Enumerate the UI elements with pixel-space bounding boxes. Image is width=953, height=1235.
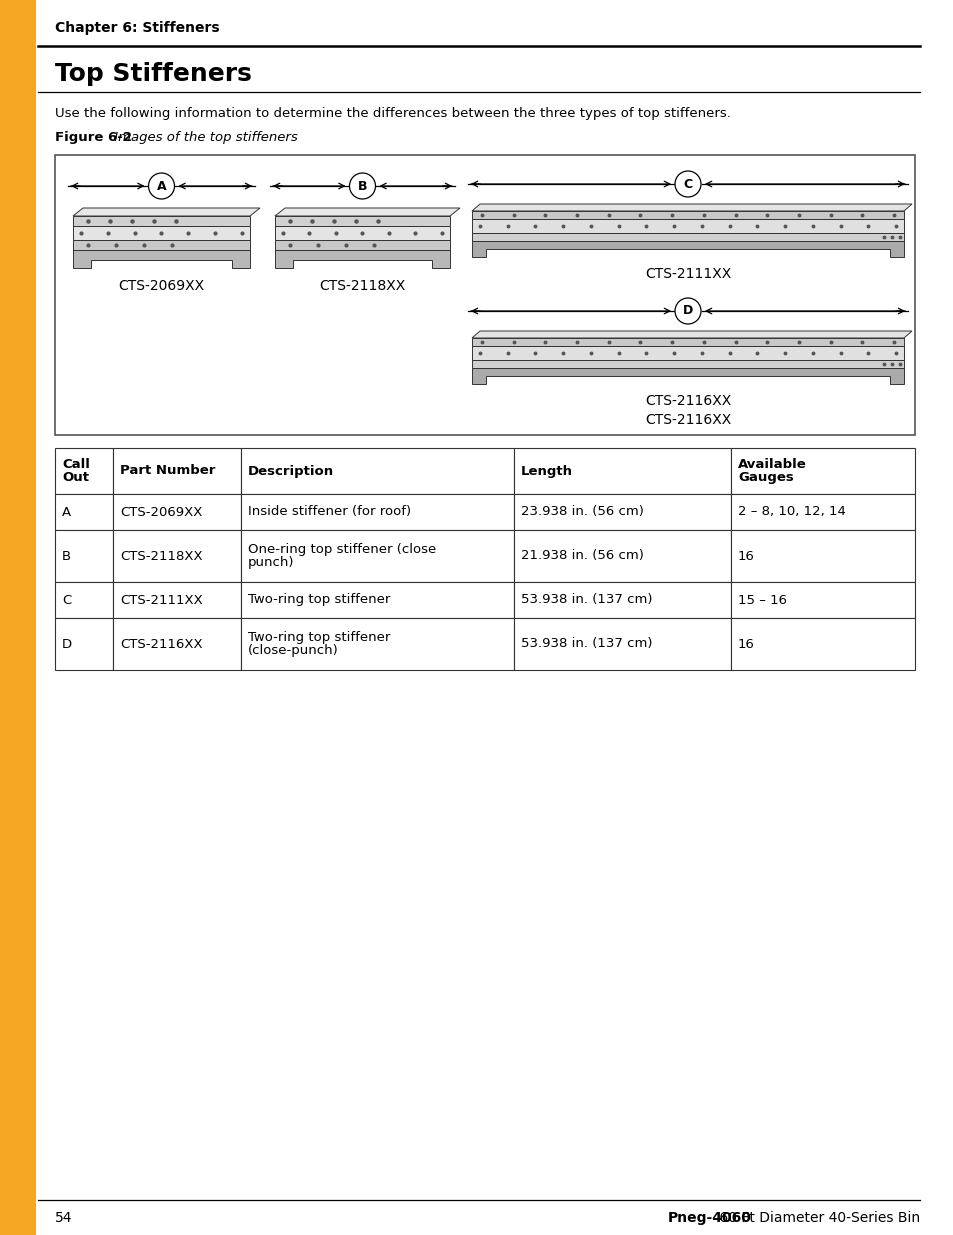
Text: 16: 16 <box>738 637 754 651</box>
Text: 23.938 in. (56 cm): 23.938 in. (56 cm) <box>520 505 643 519</box>
Bar <box>240 448 514 494</box>
Bar <box>472 346 903 359</box>
Bar <box>472 359 903 368</box>
Bar <box>55 582 113 618</box>
Text: Description: Description <box>248 464 334 478</box>
Text: Two-ring top stiffener: Two-ring top stiffener <box>248 631 390 643</box>
Text: Top Stiffeners: Top Stiffeners <box>55 62 252 86</box>
Polygon shape <box>274 207 459 216</box>
Text: Call: Call <box>62 458 90 471</box>
Text: (close-punch): (close-punch) <box>248 645 338 657</box>
Bar <box>472 233 903 241</box>
Text: 16: 16 <box>738 550 754 562</box>
Bar <box>514 494 730 530</box>
Text: 21.938 in. (56 cm): 21.938 in. (56 cm) <box>520 550 643 562</box>
Bar <box>55 448 113 494</box>
Bar <box>113 618 240 671</box>
Bar <box>730 448 914 494</box>
Text: C: C <box>682 178 692 190</box>
Circle shape <box>149 173 174 199</box>
Text: CTS-2116XX: CTS-2116XX <box>644 412 730 427</box>
Polygon shape <box>472 204 911 211</box>
Bar <box>113 448 240 494</box>
Bar <box>274 226 450 240</box>
Bar <box>514 448 730 494</box>
Text: CTS-2116XX: CTS-2116XX <box>120 637 203 651</box>
Polygon shape <box>472 241 903 257</box>
Bar <box>274 216 450 226</box>
Bar <box>113 582 240 618</box>
Bar <box>472 211 903 219</box>
Bar <box>55 156 914 435</box>
Circle shape <box>675 170 700 198</box>
Text: Out: Out <box>62 472 89 484</box>
Text: C: C <box>62 594 71 606</box>
Bar <box>240 530 514 582</box>
Text: 54: 54 <box>55 1212 72 1225</box>
Text: A: A <box>156 179 166 193</box>
Text: Figure 6-2: Figure 6-2 <box>55 131 132 144</box>
Text: Part Number: Part Number <box>120 464 215 478</box>
Text: D: D <box>62 637 72 651</box>
Bar <box>113 530 240 582</box>
Text: Use the following information to determine the differences between the three typ: Use the following information to determi… <box>55 107 730 121</box>
Text: A: A <box>62 505 71 519</box>
Bar <box>240 494 514 530</box>
Bar <box>240 618 514 671</box>
Circle shape <box>675 298 700 324</box>
Text: punch): punch) <box>248 557 294 569</box>
Text: 53.938 in. (137 cm): 53.938 in. (137 cm) <box>520 637 652 651</box>
Text: CTS-2118XX: CTS-2118XX <box>120 550 203 562</box>
Bar <box>73 226 250 240</box>
Text: CTS-2118XX: CTS-2118XX <box>319 279 405 293</box>
Text: D: D <box>682 305 693 317</box>
Text: Images of the top stiffeners: Images of the top stiffeners <box>110 131 297 144</box>
Bar <box>472 219 903 233</box>
Bar <box>55 618 113 671</box>
Polygon shape <box>472 368 903 384</box>
Bar <box>730 618 914 671</box>
Polygon shape <box>73 249 250 268</box>
Bar <box>55 530 113 582</box>
Bar <box>113 494 240 530</box>
Bar <box>240 582 514 618</box>
Bar <box>514 530 730 582</box>
Text: Inside stiffener (for roof): Inside stiffener (for roof) <box>248 505 411 519</box>
Bar <box>514 582 730 618</box>
Text: Chapter 6: Stiffeners: Chapter 6: Stiffeners <box>55 21 219 35</box>
Text: Gauges: Gauges <box>738 472 793 484</box>
Text: 15 – 16: 15 – 16 <box>738 594 786 606</box>
Bar <box>514 618 730 671</box>
Bar <box>73 240 250 249</box>
Bar <box>73 216 250 226</box>
Text: Length: Length <box>520 464 573 478</box>
Bar <box>730 582 914 618</box>
Text: CTS-2069XX: CTS-2069XX <box>120 505 203 519</box>
Bar <box>730 530 914 582</box>
Polygon shape <box>274 249 450 268</box>
Text: Pneg-4060: Pneg-4060 <box>667 1212 751 1225</box>
Bar <box>55 494 113 530</box>
Text: B: B <box>357 179 367 193</box>
Text: 60 Ft Diameter 40-Series Bin: 60 Ft Diameter 40-Series Bin <box>714 1212 919 1225</box>
Text: CTS-2069XX: CTS-2069XX <box>118 279 204 293</box>
Bar <box>274 240 450 249</box>
Text: CTS-2116XX: CTS-2116XX <box>644 394 730 408</box>
Bar <box>730 494 914 530</box>
Text: 53.938 in. (137 cm): 53.938 in. (137 cm) <box>520 594 652 606</box>
Text: CTS-2111XX: CTS-2111XX <box>120 594 203 606</box>
Text: Two-ring top stiffener: Two-ring top stiffener <box>248 594 390 606</box>
Text: One-ring top stiffener (close: One-ring top stiffener (close <box>248 542 436 556</box>
Text: 2 – 8, 10, 12, 14: 2 – 8, 10, 12, 14 <box>738 505 845 519</box>
Polygon shape <box>472 331 911 338</box>
Text: B: B <box>62 550 71 562</box>
Bar <box>472 338 903 346</box>
Bar <box>0 0 36 1235</box>
Polygon shape <box>73 207 260 216</box>
Text: Available: Available <box>738 458 806 471</box>
Circle shape <box>349 173 375 199</box>
Text: CTS-2111XX: CTS-2111XX <box>644 267 730 282</box>
